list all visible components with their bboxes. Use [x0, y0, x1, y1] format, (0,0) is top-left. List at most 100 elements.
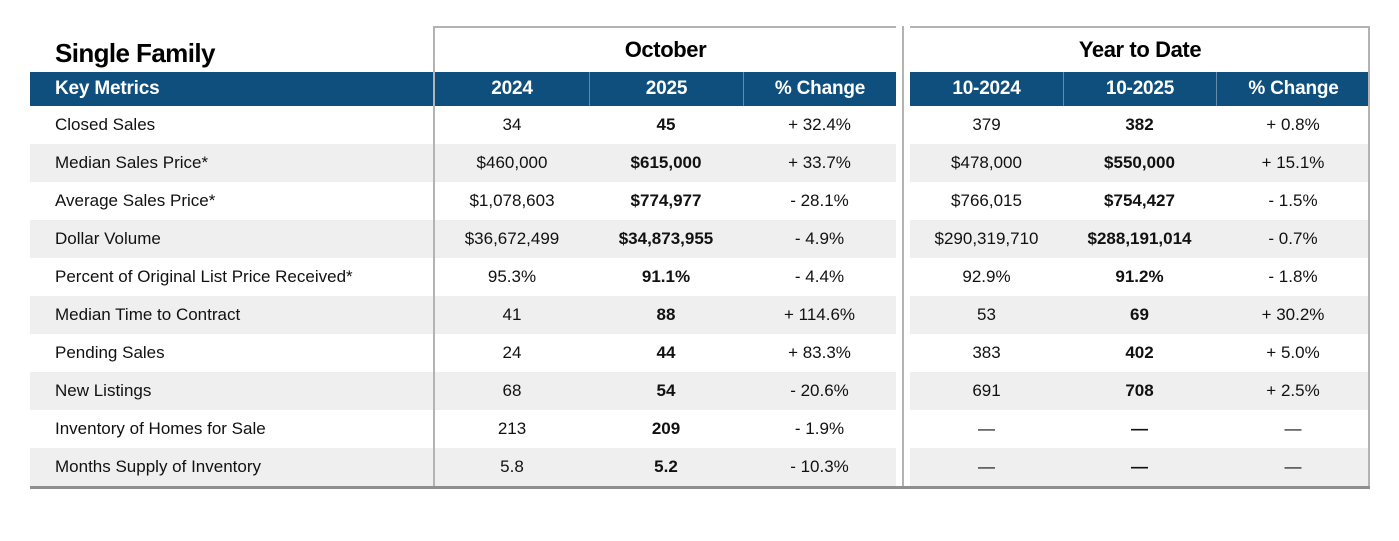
metric-label: New Listings [30, 372, 433, 410]
report-title-cell: Single Family [30, 26, 433, 72]
pct-change-cell: - 28.1% [743, 182, 896, 220]
value-cell: 379 [910, 106, 1063, 144]
value-cell: 91.2% [1063, 258, 1216, 296]
value-cell: $34,873,955 [589, 220, 743, 258]
pct-change-cell: - 1.9% [743, 410, 896, 448]
col-header-oct-pct-change: % Change [743, 72, 896, 106]
pct-change-cell: — [1216, 448, 1370, 486]
column-gutter [896, 106, 910, 144]
group-header-row: Single Family October Year to Date [30, 26, 1370, 72]
col-header-ytd-pct-change: % Change [1216, 72, 1370, 106]
value-cell: — [910, 410, 1063, 448]
value-cell: — [910, 448, 1063, 486]
table-row: Inventory of Homes for Sale 213 209 - 1.… [30, 410, 1370, 448]
column-gutter [896, 372, 910, 410]
value-cell: 5.2 [589, 448, 743, 486]
table-row: New Listings 68 54 - 20.6% 691 708 + 2.5… [30, 372, 1370, 410]
table-row: Pending Sales 24 44 + 83.3% 383 402 + 5.… [30, 334, 1370, 372]
vertical-divider [433, 144, 435, 182]
metric-label: Pending Sales [30, 334, 433, 372]
pct-change-cell: — [1216, 410, 1370, 448]
column-gutter [896, 220, 910, 258]
value-cell: 708 [1063, 372, 1216, 410]
value-cell: 53 [910, 296, 1063, 334]
table-row: Dollar Volume $36,672,499 $34,873,955 - … [30, 220, 1370, 258]
metric-label: Percent of Original List Price Received* [30, 258, 433, 296]
pct-change-cell: + 114.6% [743, 296, 896, 334]
value-cell: $1,078,603 [435, 182, 589, 220]
value-cell: 382 [1063, 106, 1216, 144]
pct-change-cell: + 30.2% [1216, 296, 1370, 334]
metric-label: Months Supply of Inventory [30, 448, 433, 486]
vertical-divider [433, 182, 435, 220]
value-cell: 91.1% [589, 258, 743, 296]
pct-change-cell: - 10.3% [743, 448, 896, 486]
vertical-divider [433, 106, 435, 144]
value-cell: $774,977 [589, 182, 743, 220]
table-row: Months Supply of Inventory 5.8 5.2 - 10.… [30, 448, 1370, 486]
vertical-divider [433, 26, 435, 72]
vertical-divider [433, 72, 435, 106]
table-body: Closed Sales 34 45 + 32.4% 379 382 + 0.8… [30, 106, 1370, 486]
column-gutter [896, 258, 910, 296]
vertical-divider [433, 410, 435, 448]
vertical-divider [433, 448, 435, 486]
column-gutter [896, 72, 910, 106]
pct-change-cell: + 33.7% [743, 144, 896, 182]
metric-label: Inventory of Homes for Sale [30, 410, 433, 448]
col-header-oct-2025: 2025 [589, 72, 743, 106]
value-cell: 41 [435, 296, 589, 334]
metric-label: Dollar Volume [30, 220, 433, 258]
column-gutter [896, 296, 910, 334]
metric-label: Average Sales Price* [30, 182, 433, 220]
col-header-ytd-10-2025: 10-2025 [1063, 72, 1216, 106]
value-cell: $766,015 [910, 182, 1063, 220]
table-row: Average Sales Price* $1,078,603 $774,977… [30, 182, 1370, 220]
value-cell: 402 [1063, 334, 1216, 372]
vertical-divider [433, 372, 435, 410]
column-gutter [896, 26, 910, 72]
pct-change-cell: + 0.8% [1216, 106, 1370, 144]
vertical-divider [433, 334, 435, 372]
group-title-year-to-date: Year to Date [1078, 37, 1202, 62]
value-cell: $478,000 [910, 144, 1063, 182]
value-cell: $290,319,710 [910, 220, 1063, 258]
column-header-row: Key Metrics 2024 2025 % Change 10-2024 1… [30, 72, 1370, 106]
pct-change-cell: + 32.4% [743, 106, 896, 144]
pct-change-cell: + 5.0% [1216, 334, 1370, 372]
report-title: Single Family [55, 38, 215, 68]
column-gutter [896, 334, 910, 372]
pct-change-cell: + 83.3% [743, 334, 896, 372]
value-cell: 54 [589, 372, 743, 410]
pct-change-cell: - 1.5% [1216, 182, 1370, 220]
column-gutter [896, 182, 910, 220]
value-cell: 88 [589, 296, 743, 334]
vertical-divider [433, 258, 435, 296]
value-cell: — [1063, 410, 1216, 448]
pct-change-cell: + 15.1% [1216, 144, 1370, 182]
value-cell: 68 [435, 372, 589, 410]
table-row: Closed Sales 34 45 + 32.4% 379 382 + 0.8… [30, 106, 1370, 144]
single-family-metrics-table: Single Family October Year to Date Key M… [30, 26, 1370, 489]
column-gutter [896, 410, 910, 448]
value-cell: 92.9% [910, 258, 1063, 296]
pct-change-cell: - 4.9% [743, 220, 896, 258]
group-header-year-to-date: Year to Date [910, 26, 1370, 72]
value-cell: 691 [910, 372, 1063, 410]
metric-label: Closed Sales [30, 106, 433, 144]
value-cell: $36,672,499 [435, 220, 589, 258]
value-cell: $550,000 [1063, 144, 1216, 182]
group-header-october: October [435, 26, 896, 72]
value-cell: 45 [589, 106, 743, 144]
value-cell: $615,000 [589, 144, 743, 182]
value-cell: 209 [589, 410, 743, 448]
pct-change-cell: - 20.6% [743, 372, 896, 410]
column-gutter [896, 448, 910, 486]
value-cell: 213 [435, 410, 589, 448]
value-cell: 95.3% [435, 258, 589, 296]
pct-change-cell: - 1.8% [1216, 258, 1370, 296]
metric-label: Median Sales Price* [30, 144, 433, 182]
pct-change-cell: - 4.4% [743, 258, 896, 296]
vertical-divider [433, 296, 435, 334]
value-cell: 69 [1063, 296, 1216, 334]
